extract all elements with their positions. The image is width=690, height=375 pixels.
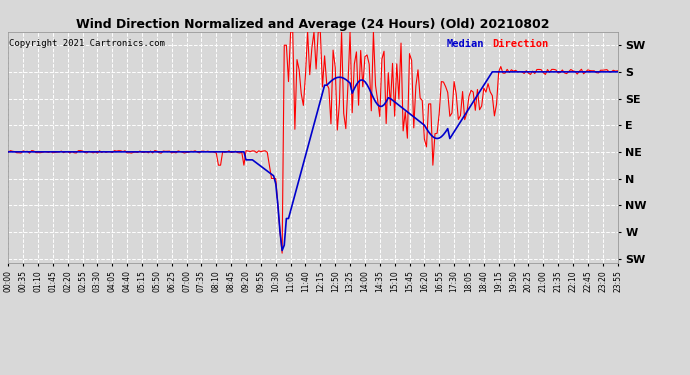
Text: Median: Median (447, 39, 484, 49)
Text: Direction: Direction (493, 39, 549, 49)
Title: Wind Direction Normalized and Average (24 Hours) (Old) 20210802: Wind Direction Normalized and Average (2… (76, 18, 550, 31)
Text: Copyright 2021 Cartronics.com: Copyright 2021 Cartronics.com (10, 39, 166, 48)
